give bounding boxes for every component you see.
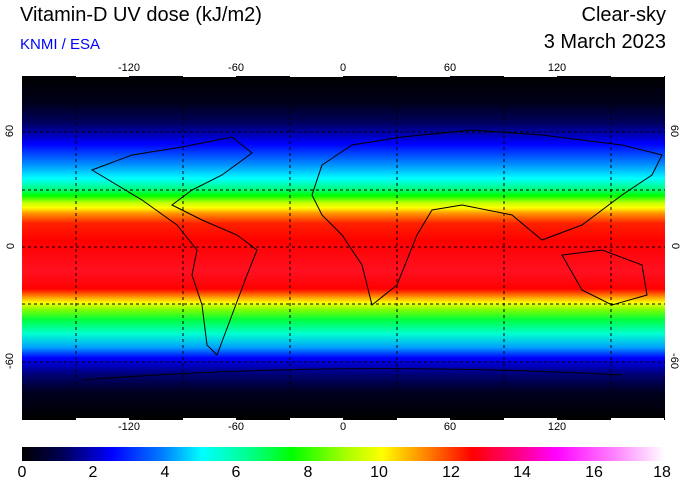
condition-label: Clear-sky	[581, 4, 666, 26]
lat-tick-right: 0	[669, 242, 682, 250]
coastlines	[81, 129, 663, 381]
colorbar-tick: 14	[513, 464, 531, 481]
lat-tick-right: 60	[668, 124, 681, 138]
lon-tick-bottom: 120	[547, 421, 567, 433]
lat-tick-left: -60	[3, 353, 16, 369]
colorbar-tick: 18	[653, 464, 671, 481]
uv-dose-map	[22, 75, 665, 420]
lat-tick-left: 60	[4, 124, 17, 138]
lat-tick-right: -60	[667, 353, 680, 369]
colorbar-tick: 2	[88, 464, 98, 481]
lon-tick-bottom: 60	[443, 421, 457, 433]
lat-tick-left: 0	[5, 242, 18, 250]
lon-tick-bottom: -120	[117, 421, 141, 433]
colorbar-tick: 4	[160, 464, 170, 481]
frame-ticks	[22, 75, 665, 420]
colorbar-tick: 0	[17, 464, 27, 481]
lon-tick-top: -60	[228, 62, 244, 74]
lon-tick-top: -120	[117, 62, 141, 74]
lon-tick-top: 120	[547, 62, 567, 74]
lon-tick-top: 60	[443, 62, 457, 74]
lon-tick-bottom: 0	[339, 421, 347, 433]
lon-tick-bottom: -60	[228, 421, 244, 433]
date-label: 3 March 2023	[543, 31, 666, 53]
colorbar-tick: 12	[442, 464, 460, 481]
colorbar-tick: 16	[585, 464, 603, 481]
credit-label: KNMI / ESA	[20, 36, 101, 53]
map-title: Vitamin-D UV dose (kJ/m2)	[20, 4, 262, 26]
graticule	[22, 75, 665, 420]
map-overlay	[22, 75, 665, 420]
colorbar-tick: 8	[303, 464, 313, 481]
colorbar-tick: 10	[370, 464, 388, 481]
colorbar	[22, 447, 665, 461]
lon-tick-top: 0	[339, 62, 347, 74]
colorbar-tick: 6	[231, 464, 241, 481]
